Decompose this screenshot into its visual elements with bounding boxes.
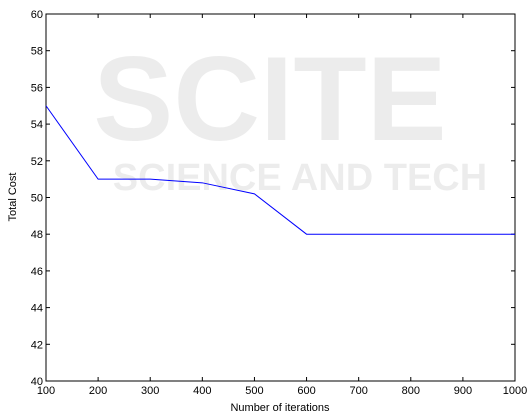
y-axis: 40 42 44 46 48 50 52 54 56 58 60 xyxy=(31,9,515,388)
series-layer xyxy=(45,105,515,235)
y-tick-label: 54 xyxy=(31,119,43,131)
x-tick-label: 400 xyxy=(193,385,211,397)
watermark-logo: SCITE SCIENCE AND TECH xyxy=(93,32,487,199)
series-line-1 xyxy=(45,105,515,235)
y-tick-label: 42 xyxy=(31,339,43,351)
x-tick-label: 200 xyxy=(89,385,107,397)
y-tick-label: 50 xyxy=(31,193,43,205)
x-axis-label: Number of iterations xyxy=(230,402,330,414)
y-tick-label: 60 xyxy=(31,9,43,21)
y-axis-label: Total Cost xyxy=(7,173,19,222)
x-tick-label: 600 xyxy=(297,385,315,397)
watermark-tagline: SCIENCE AND TECH xyxy=(113,157,487,199)
x-axis: 100 200 300 400 500 600 700 800 900 1000 xyxy=(37,14,527,397)
x-tick-label: 700 xyxy=(349,385,367,397)
y-tick-label: 44 xyxy=(31,303,43,315)
plot-area: 100 200 300 400 500 600 700 800 900 1000 40 42 44 46… xyxy=(31,9,527,397)
x-tick-label: 900 xyxy=(454,385,472,397)
y-tick-label: 58 xyxy=(31,46,43,58)
x-tick-label: 800 xyxy=(402,385,420,397)
x-tick-label: 300 xyxy=(141,385,159,397)
y-tick-label: 56 xyxy=(31,82,43,94)
x-tick-label: 100 xyxy=(37,385,55,397)
y-tick-label: 40 xyxy=(31,376,43,388)
x-tick-label: 500 xyxy=(245,385,263,397)
y-tick-label: 48 xyxy=(31,229,43,241)
y-tick-label: 52 xyxy=(31,156,43,168)
y-tick-label: 46 xyxy=(31,266,43,278)
x-tick-label: 1000 xyxy=(503,385,527,397)
watermark-logo-text: SCITE xyxy=(93,32,446,166)
